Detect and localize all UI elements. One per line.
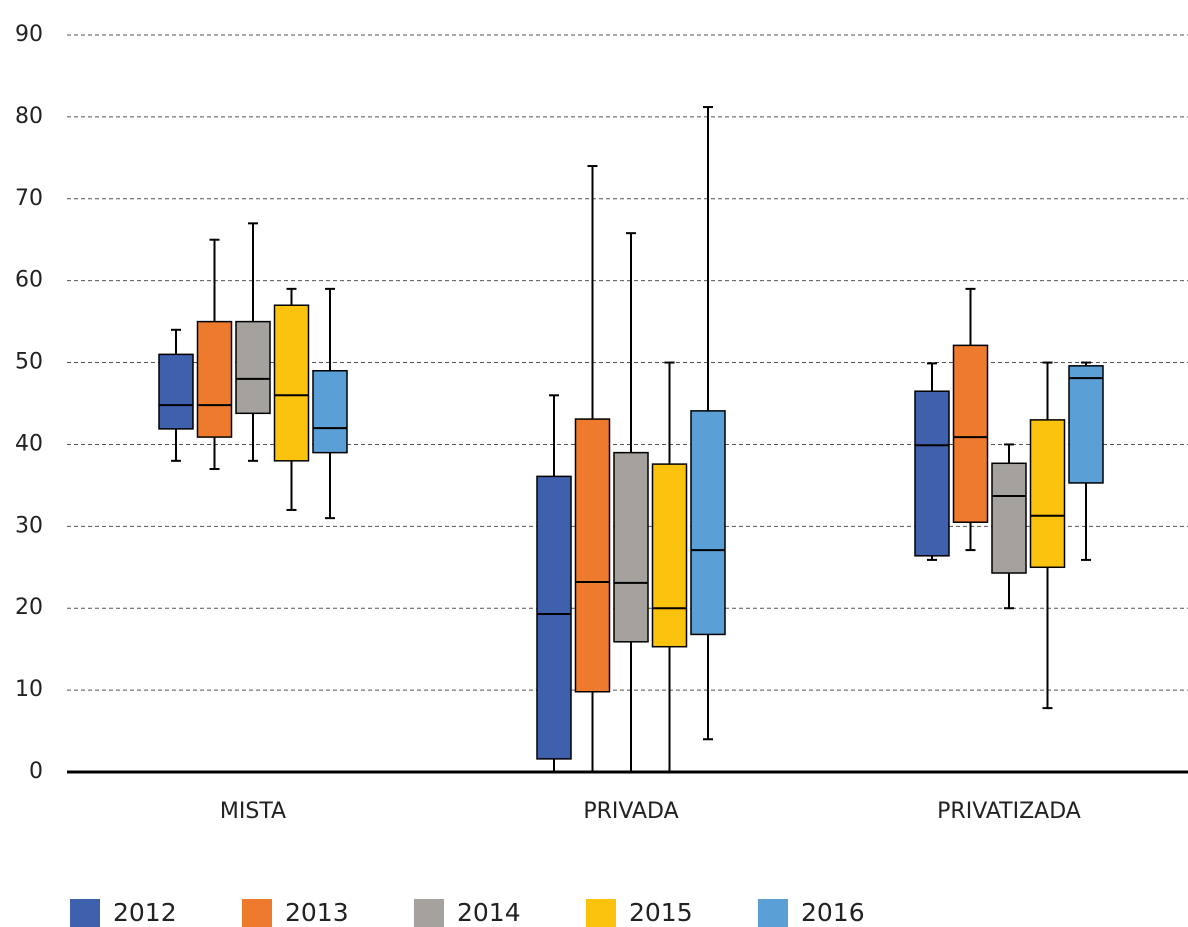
y-tick-label: 20 — [15, 595, 43, 620]
box — [991, 462, 1027, 574]
y-tick-label: 10 — [15, 677, 43, 702]
legend-label: 2015 — [629, 898, 693, 927]
box — [914, 390, 950, 557]
box — [1068, 365, 1104, 484]
box — [952, 344, 989, 523]
legend-label: 2012 — [113, 898, 177, 927]
legend-swatch — [242, 899, 272, 927]
legend-label: 2014 — [457, 898, 521, 927]
y-tick-label: 80 — [15, 104, 43, 129]
box — [273, 304, 310, 462]
legend-label: 2013 — [285, 898, 349, 927]
y-tick-label: 40 — [15, 431, 43, 456]
legend-swatch — [586, 899, 616, 927]
legend-swatch — [70, 899, 100, 927]
box — [312, 369, 348, 454]
box — [651, 463, 688, 648]
box — [196, 320, 233, 438]
box — [690, 410, 726, 636]
legend-swatch — [758, 899, 788, 927]
y-tick-label: 70 — [15, 186, 43, 211]
y-tick-label: 60 — [15, 268, 43, 293]
x-tick-label: MISTA — [220, 799, 286, 824]
box — [1029, 419, 1066, 569]
box — [613, 451, 649, 643]
x-tick-label: PRIVADA — [583, 799, 678, 824]
y-tick-label: 30 — [15, 513, 43, 538]
y-tick-label: 50 — [15, 350, 43, 375]
y-tick-label: 0 — [29, 759, 43, 784]
legend-label: 2016 — [801, 898, 865, 927]
x-tick-label: PRIVATIZADA — [937, 799, 1081, 824]
box — [235, 320, 271, 415]
box — [158, 353, 194, 430]
legend-swatch — [414, 899, 444, 927]
y-tick-label: 90 — [15, 22, 43, 47]
box — [536, 475, 572, 760]
box — [574, 418, 611, 693]
